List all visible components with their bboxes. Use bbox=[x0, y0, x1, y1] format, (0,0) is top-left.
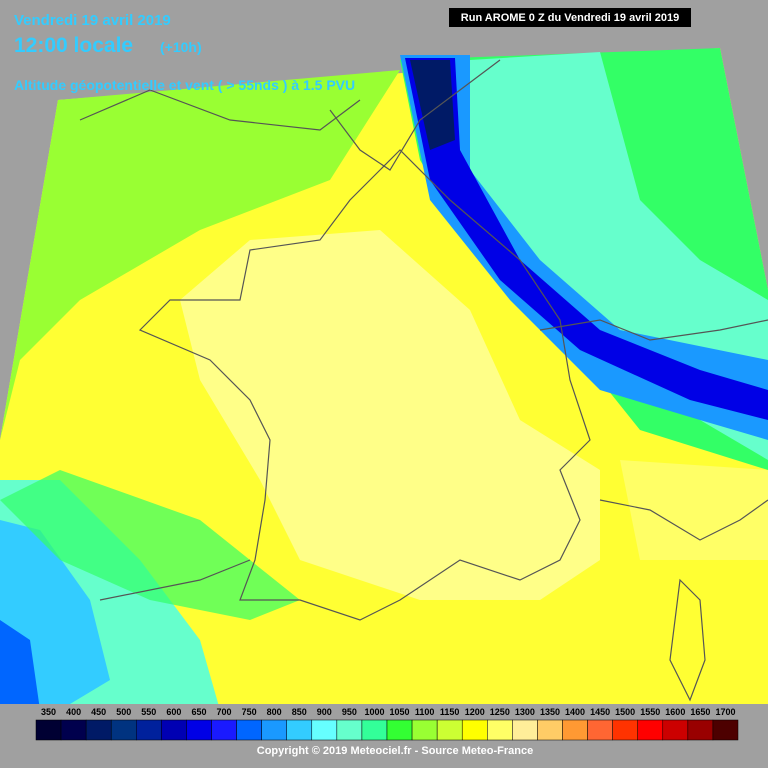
local-time: 12:00 locale bbox=[14, 34, 133, 57]
borders bbox=[79, 59, 768, 702]
legend-swatch bbox=[461, 719, 488, 741]
legend-label: 400 bbox=[66, 707, 81, 717]
legend-label: 950 bbox=[342, 707, 357, 717]
legend-swatch bbox=[411, 719, 438, 741]
legend-swatch bbox=[712, 719, 739, 741]
legend-label: 1250 bbox=[490, 707, 510, 717]
legend-label: 1400 bbox=[565, 707, 585, 717]
color-legend: 350 400 450 500 550 600 650 700 750 800 850 900 950 1… bbox=[35, 707, 739, 741]
date: Vendredi 19 avril 2019 bbox=[14, 12, 171, 29]
legend-swatch bbox=[436, 719, 463, 741]
legend-label: 1000 bbox=[364, 707, 384, 717]
legend-label: 1650 bbox=[690, 707, 710, 717]
legend-label: 650 bbox=[191, 707, 206, 717]
copyright: Copyright © 2019 Meteociel.fr - Source M… bbox=[257, 745, 533, 757]
legend-swatch bbox=[211, 719, 237, 741]
legend-swatch bbox=[687, 719, 714, 741]
legend-label: 1550 bbox=[640, 707, 660, 717]
field-name: Altitude géopotentielle et vent ( > 55nd… bbox=[14, 77, 355, 93]
legend-label: 1200 bbox=[465, 707, 485, 717]
legend-label: 1450 bbox=[590, 707, 610, 717]
legend-swatch bbox=[587, 719, 613, 741]
legend-label: 1100 bbox=[415, 707, 435, 717]
legend-label: 450 bbox=[91, 707, 106, 717]
legend-label: 900 bbox=[317, 707, 332, 717]
legend-swatch bbox=[286, 719, 313, 741]
legend-swatch bbox=[562, 719, 588, 741]
legend-swatch bbox=[512, 719, 538, 741]
legend-swatch bbox=[85, 719, 112, 741]
legend-label: 750 bbox=[242, 707, 257, 717]
legend-label: 1700 bbox=[715, 707, 735, 717]
legend-label: 500 bbox=[116, 707, 131, 717]
run-info: Run AROME 0 Z du Vendredi 19 avril 2019 bbox=[461, 12, 679, 24]
legend-swatch bbox=[637, 719, 664, 741]
legend-label: 350 bbox=[41, 707, 56, 717]
map-field bbox=[0, 48, 768, 768]
legend-swatch bbox=[136, 719, 162, 741]
legend-swatch bbox=[386, 719, 413, 741]
legend-label: 1050 bbox=[390, 707, 410, 717]
legend-label: 800 bbox=[267, 707, 282, 717]
legend-swatch bbox=[110, 719, 137, 741]
legend-swatch bbox=[612, 719, 638, 741]
legend-swatch bbox=[537, 719, 563, 741]
legend-swatch bbox=[186, 719, 212, 741]
legend-swatch bbox=[161, 719, 187, 741]
run-box bbox=[449, 8, 691, 27]
legend-swatch bbox=[35, 719, 62, 741]
legend-label: 1350 bbox=[540, 707, 560, 717]
legend-swatch bbox=[361, 719, 388, 741]
legend-label: 550 bbox=[141, 707, 156, 717]
legend-label: 1150 bbox=[440, 707, 460, 717]
legend-swatch bbox=[236, 719, 262, 741]
legend-label: 700 bbox=[217, 707, 232, 717]
legend-label: 1300 bbox=[515, 707, 535, 717]
legend-swatch bbox=[261, 719, 287, 741]
lead-time: (+10h) bbox=[160, 39, 202, 55]
legend-swatch bbox=[662, 719, 689, 741]
legend-label: 1500 bbox=[615, 707, 635, 717]
legend-label: 600 bbox=[166, 707, 181, 717]
legend-swatch bbox=[487, 719, 513, 741]
legend-swatch bbox=[60, 719, 87, 741]
legend-label: 850 bbox=[292, 707, 307, 717]
legend-label: 1600 bbox=[665, 707, 685, 717]
legend-swatch bbox=[311, 719, 338, 741]
legend-swatch bbox=[336, 719, 363, 741]
